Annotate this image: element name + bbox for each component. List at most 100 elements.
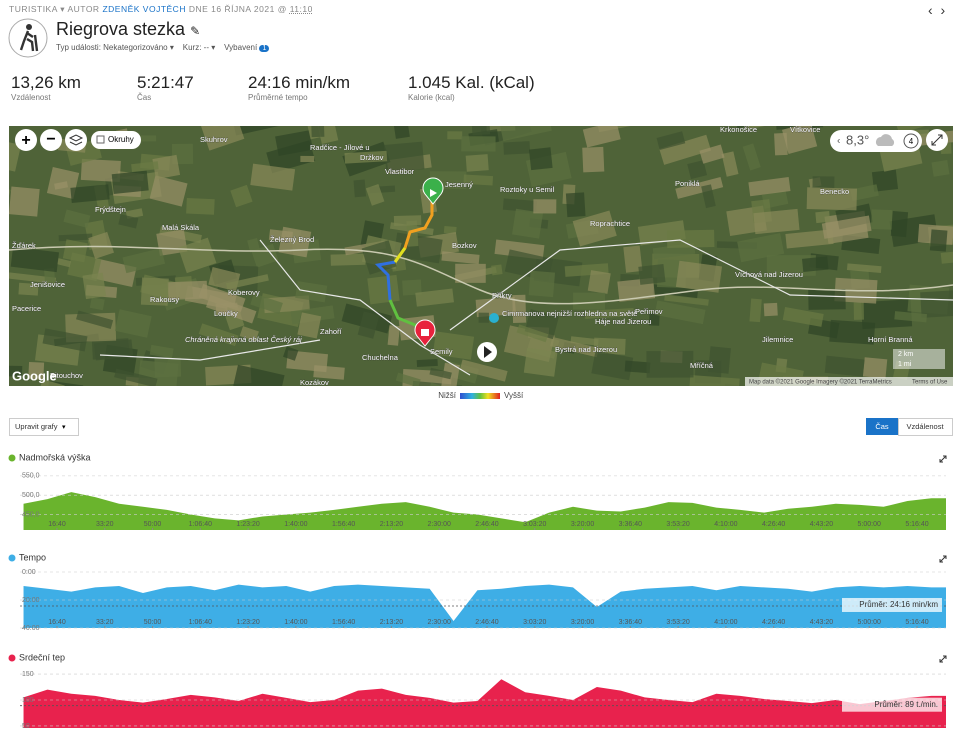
expand-icon[interactable]	[939, 655, 947, 663]
map-field	[654, 300, 706, 325]
map-field	[652, 0, 681, 9]
time-label: Čas	[875, 422, 889, 431]
map-label: Jilemnice	[762, 335, 793, 344]
map-field	[699, 465, 750, 495]
zoom-in[interactable]	[15, 129, 37, 151]
map-label: Radčice - Jílové u	[310, 143, 370, 152]
map-field	[80, 158, 121, 183]
map-field	[641, 448, 693, 477]
map-field	[648, 312, 660, 326]
map-field	[251, 415, 293, 444]
map-field	[724, 393, 765, 408]
time[interactable]: 11:10	[289, 4, 313, 14]
map-field	[9, 272, 56, 285]
map-field	[283, 346, 299, 361]
wind: 4	[909, 137, 914, 146]
map-field	[882, 61, 910, 81]
weather-prev[interactable]: ‹	[837, 136, 840, 147]
map-field	[240, 447, 259, 467]
course[interactable]: Kurz: --	[182, 43, 209, 52]
map-field	[402, 279, 422, 296]
map-field	[848, 59, 864, 71]
scale-km: 2 km	[898, 351, 913, 358]
series-dot	[8, 554, 16, 562]
map-field	[62, 239, 88, 263]
map-field	[932, 388, 959, 413]
map-field	[18, 282, 39, 296]
map-field	[688, 374, 740, 386]
terms[interactable]: Terms of Use	[912, 380, 948, 386]
map-field	[884, 38, 927, 62]
start-icon	[430, 189, 437, 197]
map[interactable]: Skuhrov Radčice - Jílové uDržkovVlastibor…	[0, 0, 959, 622]
zoom-out[interactable]	[40, 129, 62, 151]
map-field	[395, 372, 421, 386]
map-field	[700, 426, 752, 455]
time-toggle[interactable]	[866, 418, 898, 435]
map-field	[321, 401, 344, 426]
layers-button[interactable]	[65, 129, 87, 151]
map-field	[171, 143, 194, 165]
map-label: Skuhrov	[200, 135, 228, 144]
map-field	[753, 208, 800, 235]
gear[interactable]: Vybavení	[224, 43, 258, 52]
map-field	[114, 309, 152, 338]
weather-box	[830, 130, 922, 152]
activity-title[interactable]: Riegrova stezka ✎	[56, 19, 201, 39]
map-label: Jenišovice	[30, 280, 65, 289]
map-field	[735, 89, 775, 118]
event-type[interactable]: Typ události: Nekategorizováno	[56, 43, 168, 52]
map-field	[587, 270, 611, 294]
map-field	[528, 537, 547, 558]
map-field	[393, 215, 422, 227]
map-field	[812, 545, 837, 576]
map-field	[853, 302, 864, 320]
attribution: Map data ©2021 Google Imagery ©2021 Terr…	[749, 379, 892, 386]
map-field	[586, 534, 622, 555]
nav-arrows[interactable]: ‹ ›	[928, 2, 946, 18]
x-tick-label: 2:30:00	[428, 521, 451, 528]
expand-icon[interactable]	[939, 555, 947, 563]
map-field	[742, 143, 761, 171]
x-tick-label: 4:10:00	[714, 619, 737, 626]
x-tick-label: 3:03:20	[523, 619, 546, 626]
map-field	[833, 449, 860, 479]
map-field	[675, 260, 723, 293]
map-field	[830, 419, 859, 434]
map-field	[125, 208, 144, 219]
edit-charts-button[interactable]	[9, 418, 79, 436]
map-label: Držkov	[360, 153, 384, 162]
x-tick-label: 5:00:00	[858, 619, 881, 626]
map-field	[240, 396, 270, 410]
map-field	[523, 347, 558, 377]
zoom-out-icon: −	[46, 131, 55, 148]
map-field	[316, 126, 339, 144]
map-field	[432, 331, 475, 360]
map-field	[894, 311, 928, 323]
breadcrumb: TURISTIKA ▾ AUTOR ZDENĚK VOJTĚCH DNE 16 …	[9, 4, 313, 14]
expand-icon[interactable]	[939, 455, 947, 463]
map-field	[785, 527, 819, 556]
map-field	[0, 376, 8, 400]
map-field	[152, 154, 181, 180]
map-field	[676, 392, 722, 424]
map-field	[443, 225, 457, 235]
map-field	[801, 256, 829, 273]
x-tick-label: 3:36:40	[619, 521, 642, 528]
checkbox[interactable]	[96, 135, 105, 144]
distance-toggle[interactable]	[898, 418, 953, 436]
author[interactable]: ZDENĚK VOJTĚCH	[102, 4, 186, 14]
area	[23, 492, 946, 530]
sport[interactable]: TURISTIKA	[9, 4, 58, 14]
map-field	[408, 59, 445, 85]
map-field	[786, 401, 800, 415]
poi-icon[interactable]	[489, 313, 499, 323]
map-field	[28, 361, 45, 380]
x-tick-label: 1:40:00	[284, 619, 307, 626]
map-field	[907, 30, 928, 42]
map-field	[9, 186, 40, 217]
map-field	[754, 540, 794, 568]
x-tick-label: 2:46:40	[475, 521, 498, 528]
map-field	[687, 160, 708, 180]
map-field	[365, 183, 385, 206]
